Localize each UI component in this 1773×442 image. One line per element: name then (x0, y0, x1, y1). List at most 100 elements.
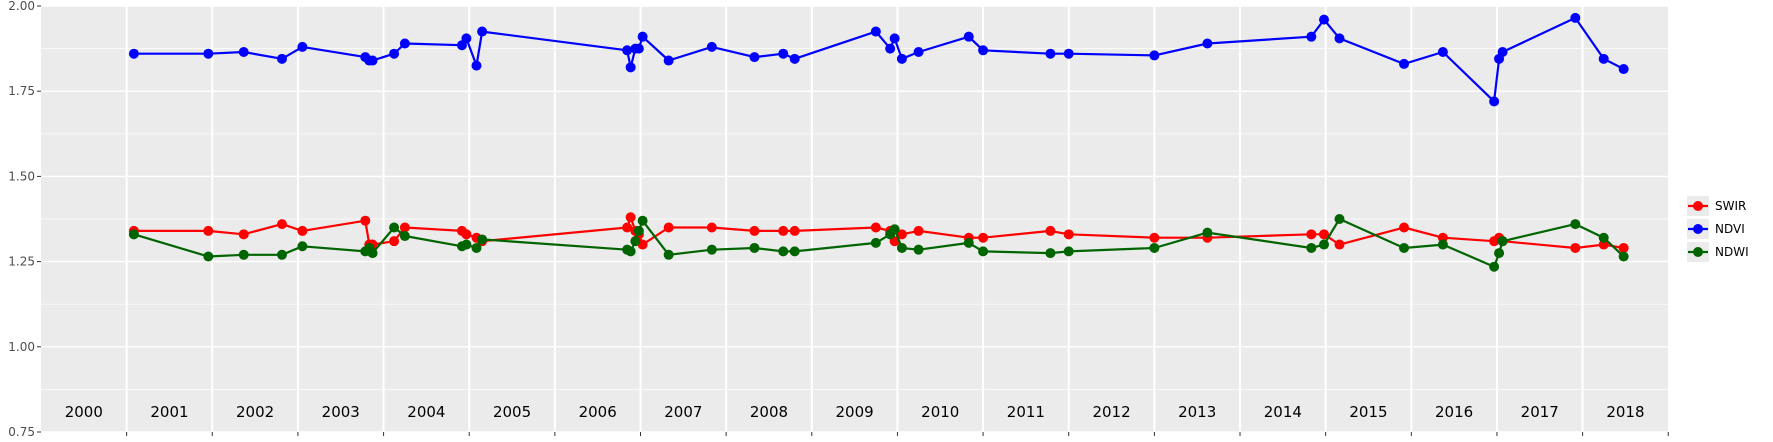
data-point-ndwi (625, 246, 636, 257)
data-point-swir (276, 219, 287, 230)
data-point-ndvi (1045, 48, 1056, 59)
data-point-ndvi (1063, 48, 1074, 59)
data-point-ndvi (297, 41, 308, 52)
y-tick-label: 1.50 (8, 169, 35, 183)
data-point-ndvi (749, 52, 760, 63)
year-label: 2005 (493, 403, 531, 421)
x-axis: 2000 2001 2002 2003 2004 2005 2006 2007 2008 2009… (65, 403, 1669, 436)
series-ndvi (128, 12, 1629, 107)
data-point-swir (203, 225, 214, 236)
year-label: 2008 (750, 403, 788, 421)
data-point-swir (789, 225, 800, 236)
data-point-ndvi (778, 48, 789, 59)
year-label: 2015 (1349, 403, 1387, 421)
legend-item-swir: SWIR (1687, 196, 1746, 216)
data-point-ndwi (1618, 251, 1629, 262)
data-point-swir (238, 229, 249, 240)
data-point-swir (1334, 239, 1345, 250)
data-point-ndwi (1306, 242, 1317, 253)
data-point-ndwi (461, 239, 472, 250)
data-point-swir (706, 222, 717, 233)
data-point-ndwi (203, 251, 214, 262)
data-point-ndvi (276, 53, 287, 64)
year-label: 2004 (407, 403, 445, 421)
data-point-ndvi (1497, 47, 1508, 58)
data-point-ndvi (1437, 47, 1448, 58)
data-point-ndvi (889, 33, 900, 44)
data-point-ndwi (1570, 219, 1581, 230)
data-point-ndwi (630, 236, 641, 247)
data-point-ndvi (1149, 50, 1160, 61)
legend-item-ndvi: NDVI (1687, 219, 1745, 239)
data-point-ndvi (963, 31, 974, 42)
data-point-swir (1570, 242, 1581, 253)
data-point-ndvi (1306, 31, 1317, 42)
series-line-swir (133, 216, 1624, 250)
series-line-ndwi (133, 217, 1625, 268)
data-point-ndvi (637, 31, 648, 42)
data-point-ndwi (963, 237, 974, 248)
data-point-ndwi (1494, 248, 1505, 259)
year-label: 2014 (1264, 403, 1302, 421)
data-point-ndwi (477, 234, 488, 245)
year-label: 2006 (579, 403, 617, 421)
data-point-ndvi (625, 62, 636, 73)
legend-marker (1693, 201, 1703, 211)
data-point-ndvi (913, 47, 924, 58)
data-point-ndwi (1399, 242, 1410, 253)
data-point-ndwi (1045, 248, 1056, 259)
data-point-ndwi (238, 249, 249, 260)
legend-label: SWIR (1715, 199, 1746, 213)
data-point-ndwi (1063, 246, 1074, 257)
data-point-ndvi (622, 45, 633, 56)
year-label: 2010 (921, 403, 959, 421)
data-point-ndwi (297, 241, 308, 252)
data-point-ndwi (471, 242, 482, 253)
data-point-ndvi (633, 43, 644, 54)
data-point-ndwi (637, 215, 648, 226)
data-point-ndwi (367, 248, 378, 259)
data-point-ndwi (1319, 239, 1330, 250)
data-point-ndvi (128, 48, 139, 59)
data-point-swir (1149, 232, 1160, 243)
data-point-swir (913, 225, 924, 236)
legend-item-ndwi: NDWI (1687, 242, 1749, 262)
data-point-ndwi (749, 242, 760, 253)
y-axis: 0.75 1.00 1.25 1.50 1.75 2.00 (8, 0, 41, 439)
legend-label: NDWI (1715, 245, 1749, 259)
y-tick-label: 1.00 (8, 340, 35, 354)
data-point-ndwi (1202, 227, 1213, 238)
data-point-ndwi (706, 244, 717, 255)
data-point-ndwi (978, 246, 989, 257)
data-point-ndwi (399, 231, 410, 242)
data-point-swir (663, 222, 674, 233)
data-point-swir (360, 215, 371, 226)
data-point-ndwi (128, 229, 139, 240)
data-point-swir (778, 225, 789, 236)
data-point-swir (389, 236, 400, 247)
year-label: 2007 (664, 403, 702, 421)
data-point-ndvi (1489, 96, 1500, 107)
data-point-ndvi (461, 33, 472, 44)
data-point-ndvi (238, 47, 249, 58)
year-label: 2016 (1435, 403, 1473, 421)
data-point-ndvi (367, 55, 378, 66)
data-point-swir (399, 222, 410, 233)
year-label: 2011 (1007, 403, 1045, 421)
year-label: 2009 (836, 403, 874, 421)
year-label: 2002 (236, 403, 274, 421)
data-point-ndvi (663, 55, 674, 66)
series-line-ndvi (133, 16, 1625, 103)
data-point-ndwi (1489, 261, 1500, 272)
legend-marker (1693, 247, 1703, 257)
data-point-ndwi (1334, 214, 1345, 224)
data-point-ndvi (471, 60, 482, 71)
data-point-ndvi (1570, 12, 1581, 23)
data-point-swir (1618, 242, 1629, 253)
data-point-ndvi (477, 26, 488, 37)
data-point-ndwi (1598, 232, 1609, 243)
data-point-swir (461, 229, 472, 240)
data-point-ndvi (1598, 53, 1609, 64)
year-label: 2018 (1606, 403, 1644, 421)
year-label: 2000 (65, 403, 103, 421)
